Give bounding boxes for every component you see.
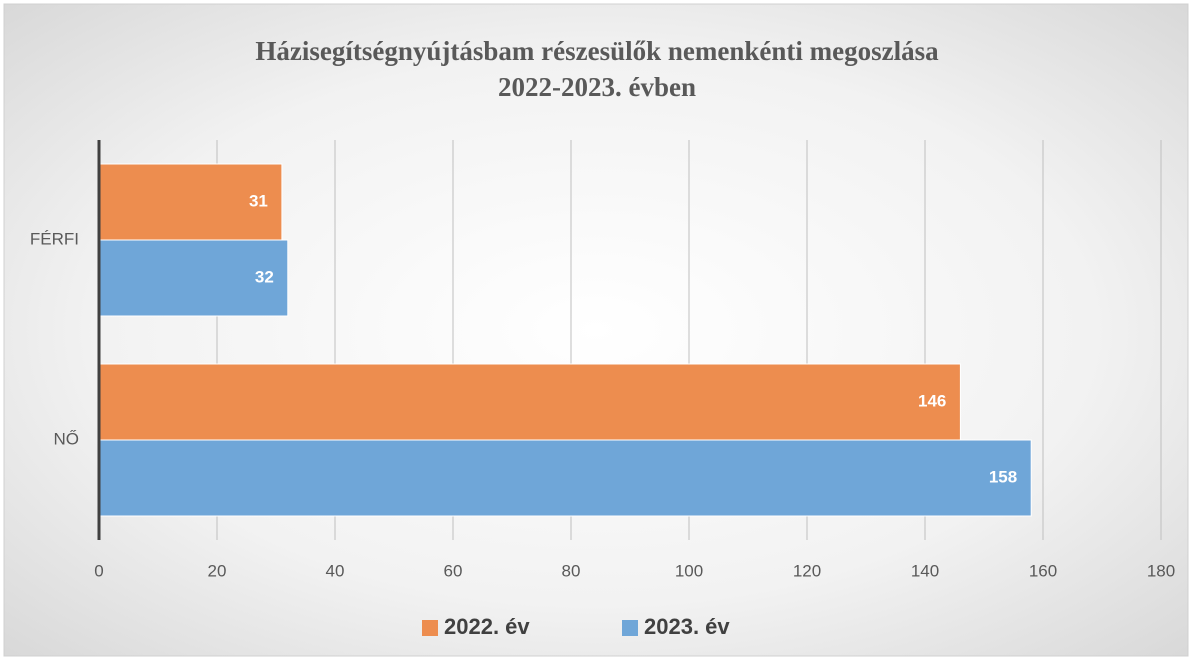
legend-swatch (622, 620, 638, 636)
x-tick-label: 40 (326, 561, 345, 580)
x-tick-label: 180 (1147, 561, 1175, 580)
x-tick-label: 120 (793, 561, 821, 580)
background (3, 3, 1189, 657)
chart-title: Házisegítségnyújtásbam részesülők nemenk… (255, 36, 939, 102)
y-tick-label: NŐ (54, 429, 80, 448)
legend-label: 2022. év (444, 614, 530, 639)
legend-swatch (422, 620, 438, 636)
bar (98, 163, 283, 241)
data-label: 146 (918, 391, 946, 410)
data-label: 158 (989, 467, 1017, 486)
x-tick-label: 80 (562, 561, 581, 580)
bar (98, 439, 1032, 517)
x-tick-label: 160 (1029, 561, 1057, 580)
x-tick-label: 100 (675, 561, 703, 580)
y-tick-label: FÉRFI (30, 229, 79, 248)
bar (98, 363, 961, 441)
data-label: 31 (249, 191, 268, 210)
legend-label: 2023. év (644, 614, 730, 639)
data-label: 32 (255, 267, 274, 286)
x-tick-label: 0 (94, 561, 103, 580)
x-tick-label: 60 (444, 561, 463, 580)
x-tick-label: 140 (911, 561, 939, 580)
bar (98, 239, 289, 317)
x-tick-label: 20 (208, 561, 227, 580)
